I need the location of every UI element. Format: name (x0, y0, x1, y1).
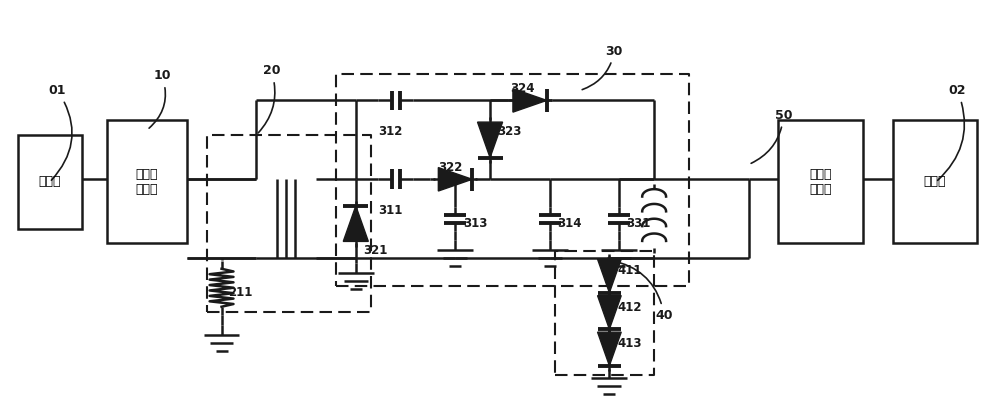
Text: 324: 324 (510, 82, 534, 95)
Text: 10: 10 (149, 69, 171, 128)
Text: 30: 30 (582, 45, 623, 90)
Text: 413: 413 (617, 338, 642, 350)
Bar (778, 120, 863, 243)
Text: 412: 412 (617, 301, 642, 314)
Polygon shape (598, 332, 621, 365)
Polygon shape (513, 89, 547, 112)
Text: 321: 321 (363, 244, 387, 257)
Bar (893, 120, 977, 243)
Text: 322: 322 (438, 161, 463, 174)
Text: 端口一: 端口一 (39, 175, 61, 188)
Text: 331: 331 (626, 217, 651, 230)
Text: 211: 211 (229, 286, 253, 299)
Text: 01: 01 (49, 84, 72, 180)
Text: 02: 02 (938, 84, 966, 180)
Polygon shape (343, 206, 368, 241)
Text: 312: 312 (379, 125, 403, 138)
Polygon shape (478, 122, 503, 158)
Polygon shape (598, 259, 621, 293)
Bar (18, 135, 82, 229)
Text: 311: 311 (379, 204, 403, 217)
Text: 323: 323 (497, 125, 521, 138)
Text: 第一匹
配电路: 第一匹 配电路 (136, 168, 158, 196)
Text: 411: 411 (617, 265, 642, 277)
Bar (107, 120, 187, 243)
Text: 313: 313 (463, 217, 488, 230)
Polygon shape (438, 168, 472, 191)
Polygon shape (598, 296, 621, 329)
Text: 20: 20 (258, 64, 280, 133)
Text: 端口二: 端口二 (924, 175, 946, 188)
Text: 314: 314 (558, 217, 582, 230)
Text: 50: 50 (751, 109, 792, 163)
Text: 第二匹
配电路: 第二匹 配电路 (809, 168, 832, 196)
Text: 40: 40 (612, 261, 673, 322)
